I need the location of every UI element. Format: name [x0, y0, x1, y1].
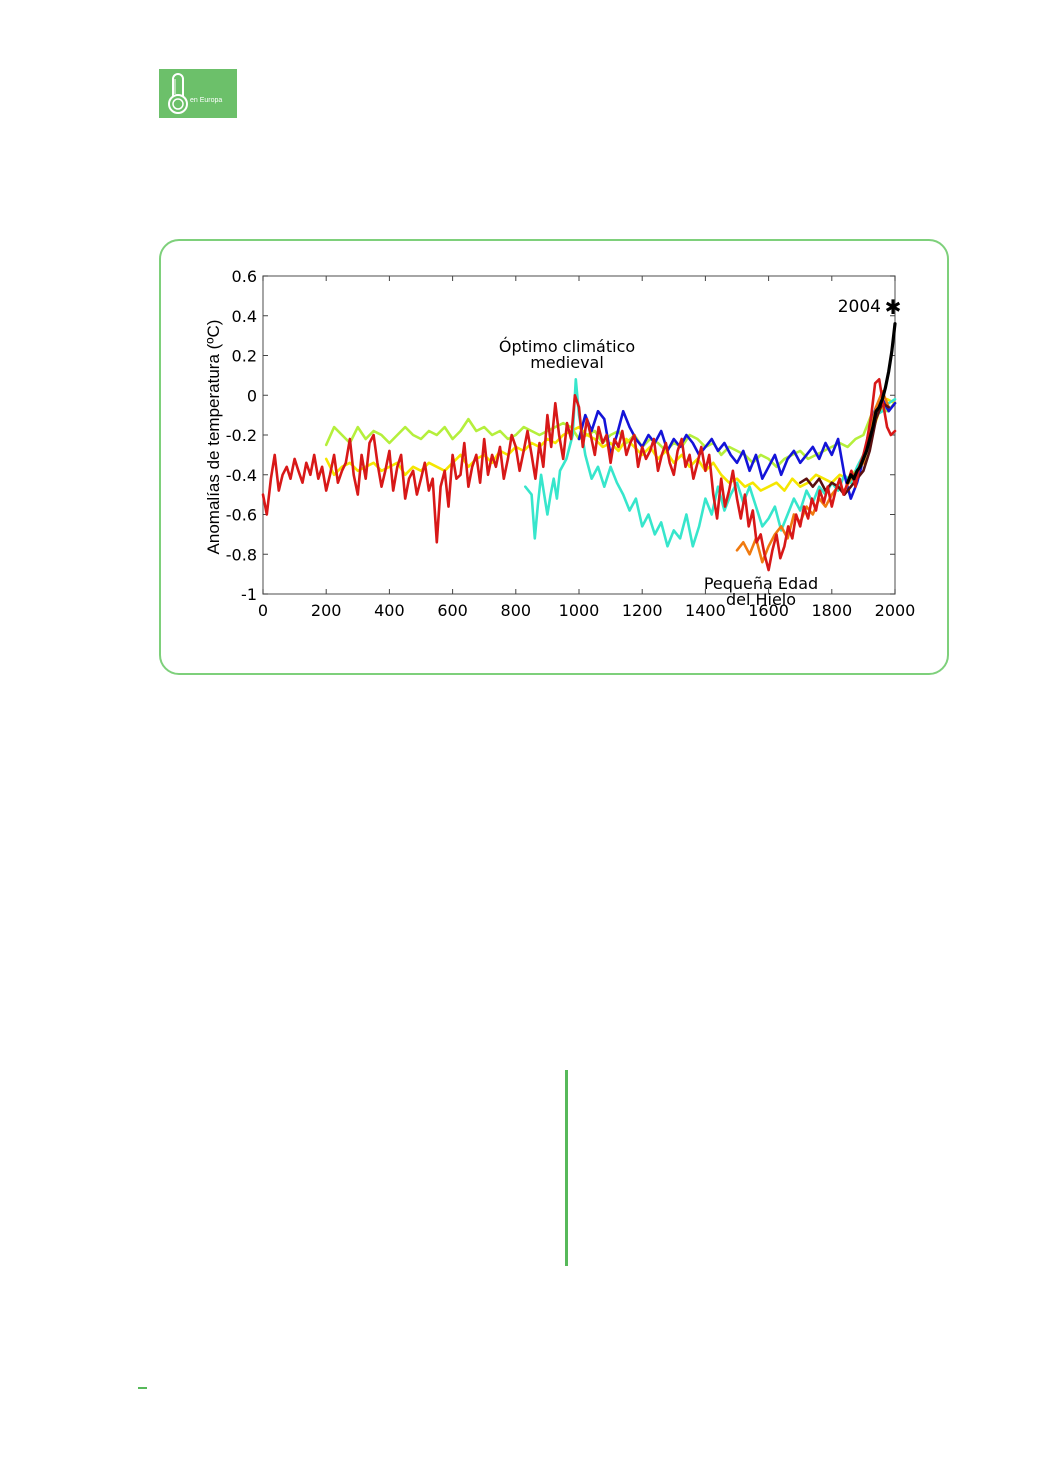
- series-line-0: [324, 401, 897, 469]
- y-tick-label: 0: [247, 386, 257, 405]
- y-tick-label: -0.2: [226, 426, 257, 445]
- column-divider: [565, 1070, 568, 1266]
- y-tick-label: -0.8: [226, 545, 257, 564]
- annotation-medieval-optimum-line2: medieval: [530, 353, 604, 372]
- thermometer-co2-icon: [168, 73, 188, 114]
- chart-frame: 0 200 400 600 800 1000 1200 1400 1600 1800 2000 0.6…: [159, 239, 949, 675]
- y-axis-label: Anomalías de temperatura (ºC): [204, 320, 223, 555]
- chart-series: [261, 322, 897, 572]
- annotation-little-ice-age-line1: Pequeña Edad: [704, 574, 818, 593]
- annotation-medieval-optimum-line1: Óptimo climático: [499, 337, 635, 356]
- x-tick-label: 600: [437, 601, 468, 620]
- x-tick-label: 800: [501, 601, 532, 620]
- x-tick-label: 1800: [811, 601, 852, 620]
- x-tick-label: 200: [311, 601, 342, 620]
- y-tick-label: -1: [241, 585, 257, 604]
- y-tick-label: 0.2: [232, 347, 257, 366]
- chart-axes: 0 200 400 600 800 1000 1200 1400 1600 1800 2000 0.6…: [226, 267, 916, 620]
- series-line-7: [845, 322, 897, 485]
- x-tick-label: 1600: [748, 601, 789, 620]
- y-tick-label: -0.6: [226, 506, 257, 525]
- annotation-little-ice-age-line2: del Hielo: [726, 590, 796, 609]
- series-line-1: [324, 397, 897, 492]
- brand-logo: en Europa: [159, 69, 237, 118]
- x-tick-label: 400: [374, 601, 405, 620]
- y-tick-label: 0.4: [232, 307, 257, 326]
- series-line-6: [261, 378, 897, 572]
- annotation-2004: 2004: [838, 297, 881, 317]
- y-tick-label: -0.4: [226, 466, 257, 485]
- x-tick-label: 1200: [622, 601, 663, 620]
- annotation-2004-star: ✱: [885, 295, 902, 319]
- y-tick-label: 0.6: [232, 267, 257, 286]
- x-tick-label: 2000: [875, 601, 916, 620]
- series-line-3: [577, 397, 897, 500]
- x-tick-label: 0: [258, 601, 268, 620]
- page-marker: [138, 1387, 147, 1389]
- x-tick-label: 1000: [559, 601, 600, 620]
- logo-text: en Europa: [190, 97, 223, 104]
- chart-labels: Anomalías de temperatura (ºC) Óptimo cli…: [204, 295, 901, 609]
- temperature-anomaly-chart: 0 200 400 600 800 1000 1200 1400 1600 1800 2000 0.6…: [204, 267, 916, 620]
- x-tick-label: 1400: [685, 601, 726, 620]
